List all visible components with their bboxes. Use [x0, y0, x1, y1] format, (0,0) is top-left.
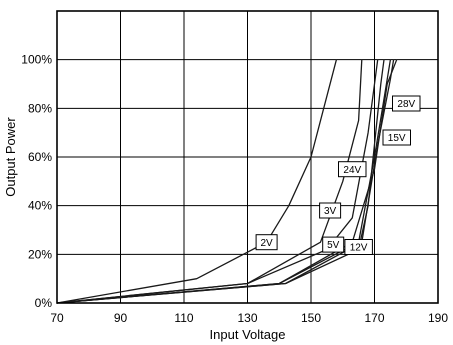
x-tick-label: 110	[174, 311, 193, 325]
x-tick-label: 190	[428, 311, 448, 325]
series-tag-box	[255, 234, 278, 251]
series-tag-box	[322, 236, 345, 253]
series-tags: 2V 3V 5V 12V 15V 24V 28V	[255, 95, 421, 255]
y-axis-label: Output Power	[3, 117, 18, 197]
x-tick-label: 90	[114, 311, 128, 325]
y-tick-label: 60%	[28, 150, 52, 164]
series-tag-label: 3V	[324, 206, 337, 217]
series-line-5v	[56, 59, 379, 304]
series-tag-box	[382, 129, 411, 146]
y-tick-label: 0%	[35, 296, 53, 310]
series-tag-24v: 24V	[338, 161, 367, 178]
tick-labels: 70 90 110 130 150 170 190 0% 20% 40% 60% 80% 100%	[21, 53, 448, 325]
series-tag-3v: 3V	[319, 202, 342, 219]
y-tick-label: 100%	[21, 53, 52, 67]
series-tag-label: 15V	[388, 133, 406, 144]
series-line-15v	[56, 59, 398, 304]
series-line-28v	[56, 59, 395, 304]
series-tag-box	[338, 161, 367, 178]
x-tick-label: 150	[301, 311, 321, 325]
series-lines	[56, 59, 398, 304]
y-tick-label: 40%	[28, 199, 52, 213]
y-tick-label: 20%	[28, 247, 52, 261]
x-tick-label: 70	[50, 311, 64, 325]
series-tag-28v: 28V	[392, 95, 421, 112]
series-tag-box	[344, 239, 373, 255]
x-tick-label: 170	[364, 311, 384, 325]
series-tag-5v: 5V	[322, 236, 345, 253]
series-tag-label: 12V	[350, 243, 368, 254]
series-tag-label: 2V	[260, 238, 273, 249]
series-tag-label: 5V	[327, 240, 340, 251]
series-tag-box	[392, 95, 421, 112]
plot-frame	[56, 10, 439, 304]
grid	[57, 11, 438, 303]
y-tick-label: 80%	[28, 101, 52, 115]
x-tick-label: 130	[237, 311, 257, 325]
series-line-12v	[56, 59, 392, 304]
series-tag-15v: 15V	[382, 129, 411, 146]
series-tag-12v: 12V	[344, 239, 373, 255]
series-tag-2v: 2V	[255, 234, 278, 251]
series-line-2v	[56, 59, 338, 304]
x-axis-label: Input Voltage	[210, 327, 286, 342]
series-tag-label: 28V	[397, 99, 415, 110]
series-tag-box	[319, 202, 342, 219]
series-tag-label: 24V	[343, 165, 361, 176]
